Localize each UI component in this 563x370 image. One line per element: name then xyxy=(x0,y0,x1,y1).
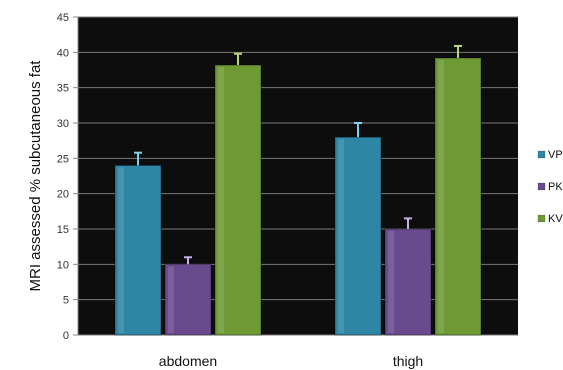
y-tick-label: 5 xyxy=(63,295,69,307)
error-bars xyxy=(134,44,462,265)
bar-pk-thigh xyxy=(384,228,432,336)
y-tick-label: 15 xyxy=(57,224,69,236)
y-tick-label: 25 xyxy=(57,153,69,165)
x-category-label: thigh xyxy=(393,353,423,369)
bar-pk-abdomen xyxy=(164,263,212,336)
x-category-label: abdomen xyxy=(159,353,217,369)
bar-kv-thigh xyxy=(434,57,482,336)
bar-highlight xyxy=(338,139,344,333)
y-tick-label: 20 xyxy=(57,189,69,201)
bar-vp-thigh xyxy=(334,136,382,336)
y-tick-label: 45 xyxy=(57,12,69,24)
bar-highlight xyxy=(438,59,444,334)
x-axis-categories: abdomen thigh xyxy=(159,353,423,369)
legend-swatch-pk xyxy=(537,182,546,191)
y-axis-ticks: 0 5 10 15 20 25 30 35 40 45 xyxy=(57,12,79,342)
legend-label-pk: PK xyxy=(548,181,563,193)
y-tick-label: 40 xyxy=(57,47,69,59)
bar-kv-abdomen xyxy=(214,64,262,336)
legend-label-vp: VP xyxy=(548,149,563,161)
bar-highlight xyxy=(118,167,124,333)
legend: VP PK KV xyxy=(537,149,563,225)
y-tick-label: 10 xyxy=(57,259,69,271)
bars xyxy=(114,57,482,336)
legend-swatch-vp xyxy=(537,150,546,159)
bar-highlight xyxy=(218,67,224,333)
bar-highlight xyxy=(168,266,174,333)
legend-label-kv: KV xyxy=(548,213,563,225)
bar-vp-abdomen xyxy=(114,164,162,336)
y-tick-label: 30 xyxy=(57,118,69,130)
y-tick-label: 0 xyxy=(63,330,69,342)
bar-highlight xyxy=(388,231,394,333)
y-axis-label: MRI assessed % subcutaneous fat xyxy=(27,60,44,292)
y-tick-label: 35 xyxy=(57,83,69,95)
legend-swatch-kv xyxy=(537,214,546,223)
